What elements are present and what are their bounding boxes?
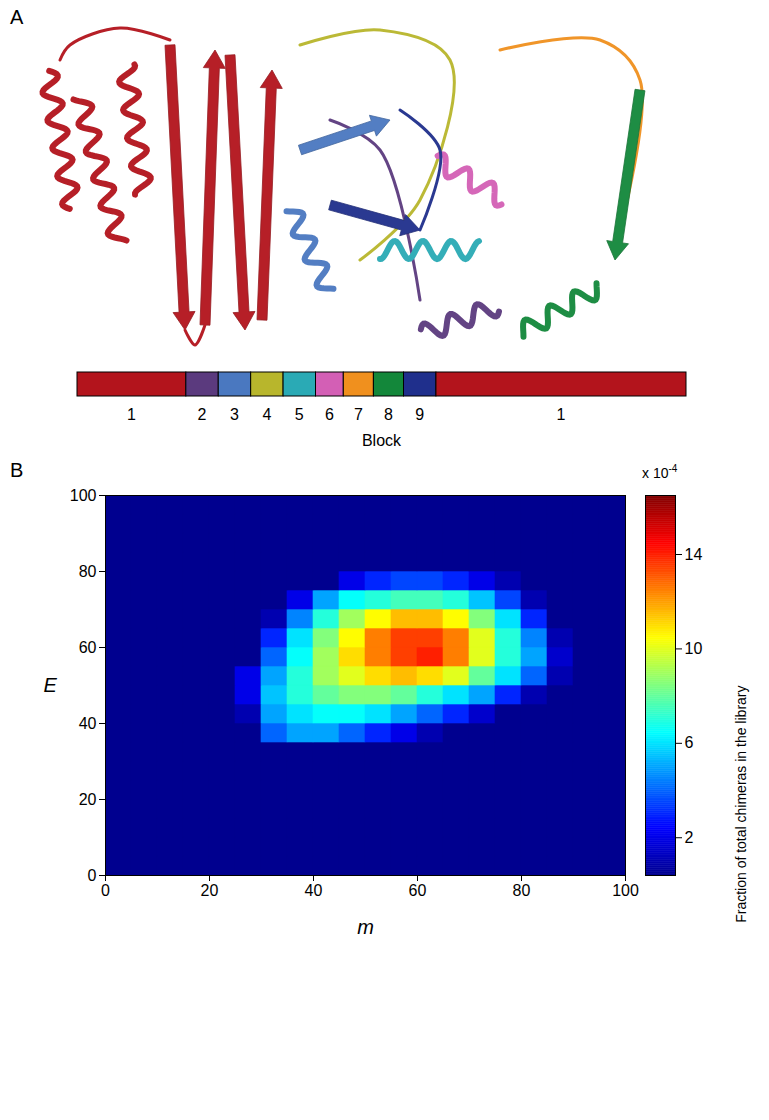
svg-text:40: 40 (305, 882, 323, 899)
svg-text:1: 1 (557, 406, 566, 423)
svg-text:14: 14 (685, 546, 703, 563)
svg-text:20: 20 (201, 882, 219, 899)
svg-text:20: 20 (79, 791, 97, 808)
svg-text:9: 9 (415, 406, 424, 423)
svg-text:2: 2 (198, 406, 207, 423)
svg-text:80: 80 (513, 882, 531, 899)
svg-text:6: 6 (325, 406, 334, 423)
svg-text:Block: Block (362, 432, 402, 449)
svg-text:2: 2 (685, 829, 694, 846)
svg-text:E: E (44, 674, 58, 696)
svg-text:80: 80 (79, 563, 97, 580)
svg-text:8: 8 (384, 406, 393, 423)
svg-text:7: 7 (354, 406, 363, 423)
svg-text:0: 0 (101, 882, 110, 899)
html-text:B: B (10, 459, 24, 481)
svg-text:100: 100 (70, 487, 97, 504)
svg-text:Fraction of total chimeras in: Fraction of total chimeras in the librar… (733, 686, 749, 923)
svg-text:100: 100 (612, 882, 639, 899)
html-text:x 10-4: x 10-4 (642, 463, 678, 481)
svg-text:60: 60 (409, 882, 427, 899)
svg-text:40: 40 (79, 715, 97, 732)
svg-text:0: 0 (88, 867, 97, 884)
svg-text:1: 1 (127, 406, 136, 423)
svg-text:m: m (357, 916, 374, 938)
svg-text:60: 60 (79, 639, 97, 656)
svg-text:10: 10 (685, 640, 703, 657)
svg-text:A: A (10, 6, 24, 28)
svg-text:5: 5 (295, 406, 304, 423)
svg-text:3: 3 (230, 406, 239, 423)
svg-text:4: 4 (262, 406, 271, 423)
svg-text:6: 6 (685, 734, 694, 751)
